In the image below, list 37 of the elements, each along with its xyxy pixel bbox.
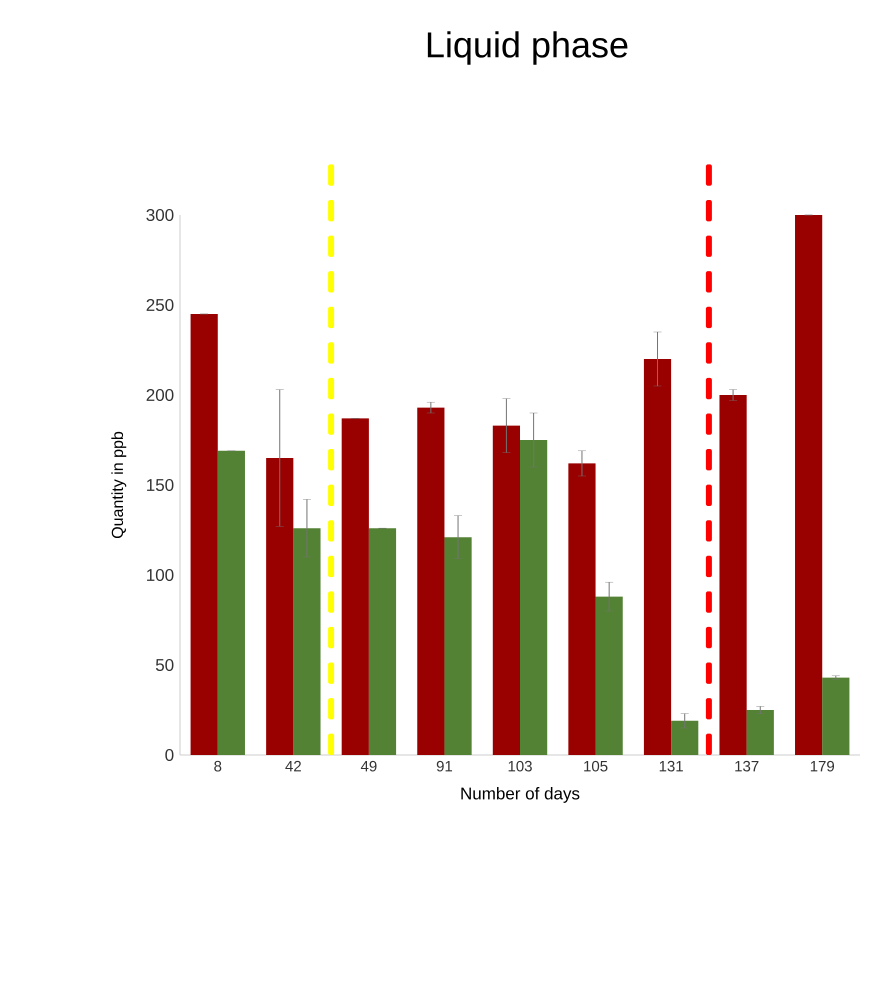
y-tick-label: 50 [156,658,174,672]
y-tick-label: 300 [146,208,174,222]
bar [822,678,850,755]
x-tick-label: 131 [660,760,683,772]
bar [746,710,774,755]
bar [218,450,245,755]
bar [266,458,294,755]
chart-title: Liquid phase [428,31,628,65]
x-tick-label: 179 [810,760,834,772]
bar [444,537,472,755]
x-tick-label: 103 [508,760,532,772]
x-tick-label: 91 [436,760,452,772]
y-tick-label: 100 [147,568,174,582]
y-tick-label: 250 [146,298,174,312]
x-axis-title: Number of days [461,787,580,803]
bar [671,720,698,755]
x-tick-label: 42 [285,760,301,772]
y-tick-label: 0 [165,748,174,762]
y-tick-label: 200 [146,388,174,402]
bar [417,408,444,755]
y-tick-label: 150 [147,478,174,492]
bar [520,440,548,755]
y-axis-title: Quantity in ppb [111,432,126,538]
x-tick-label: 137 [735,760,758,772]
bar [719,395,747,755]
bar [293,528,321,755]
bar [368,528,396,755]
bar [492,426,520,755]
bar [568,463,596,755]
bar [596,596,623,755]
bar [190,314,218,755]
bar [342,418,369,755]
x-tick-label: 49 [360,760,377,772]
x-tick-label: 105 [584,760,608,772]
x-tick-label: 8 [214,760,222,772]
bar [795,214,822,755]
bar [644,358,672,755]
